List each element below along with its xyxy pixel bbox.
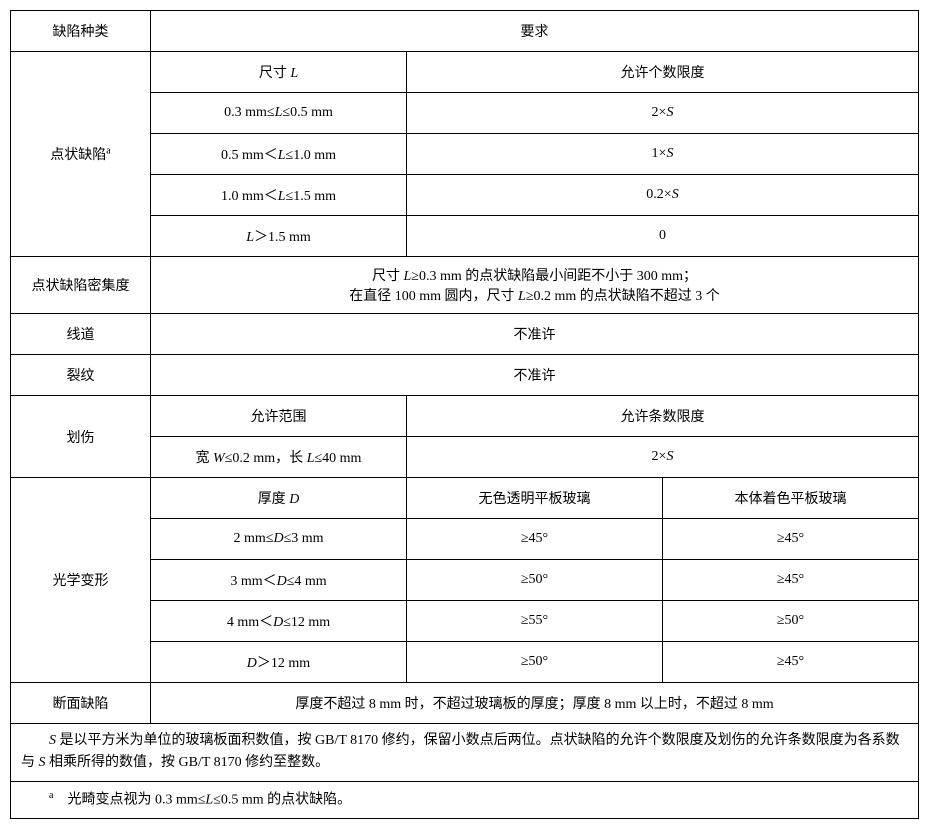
scratch-range-header: 允许范围 — [151, 396, 407, 437]
point-limit-0: 2×S — [407, 93, 919, 134]
optical-thick-2: 4 mm＜D≤12 mm — [151, 601, 407, 642]
point-limit-2: 0.2×S — [407, 175, 919, 216]
row-line-value: 不准许 — [151, 314, 919, 355]
optical-thick-header: 厚度 D — [151, 478, 407, 519]
row-crack-value: 不准许 — [151, 355, 919, 396]
optical-tinted-3: ≥45° — [663, 642, 919, 683]
note-2: a 光畸变点视为 0.3 mm≤L≤0.5 mm 的点状缺陷。 — [11, 781, 919, 818]
optical-clear-header: 无色透明平板玻璃 — [407, 478, 663, 519]
defect-spec-table: 缺陷种类 要求 点状缺陷a 尺寸 L 允许个数限度 0.3 mm≤L≤0.5 m… — [10, 10, 919, 819]
optical-thick-3: D＞12 mm — [151, 642, 407, 683]
optical-tinted-2: ≥50° — [663, 601, 919, 642]
point-limit-1: 1×S — [407, 134, 919, 175]
optical-clear-3: ≥50° — [407, 642, 663, 683]
scratch-limit-header: 允许条数限度 — [407, 396, 919, 437]
row-density-label: 点状缺陷密集度 — [11, 257, 151, 314]
optical-tinted-header: 本体着色平板玻璃 — [663, 478, 919, 519]
header-requirement: 要求 — [151, 11, 919, 52]
row-optical-label: 光学变形 — [11, 478, 151, 683]
row-crack-label: 裂纹 — [11, 355, 151, 396]
point-size-header: 尺寸 L — [151, 52, 407, 93]
scratch-limit: 2×S — [407, 437, 919, 478]
note-1: S 是以平方米为单位的玻璃板面积数值，按 GB/T 8170 修约，保留小数点后… — [11, 724, 919, 782]
row-point-defect-label: 点状缺陷a — [11, 52, 151, 257]
point-size-3: L＞1.5 mm — [151, 216, 407, 257]
scratch-range: 宽 W≤0.2 mm，长 L≤40 mm — [151, 437, 407, 478]
optical-thick-0: 2 mm≤D≤3 mm — [151, 519, 407, 560]
point-size-1: 0.5 mm＜L≤1.0 mm — [151, 134, 407, 175]
optical-clear-1: ≥50° — [407, 560, 663, 601]
point-limit-header: 允许个数限度 — [407, 52, 919, 93]
row-line-label: 线道 — [11, 314, 151, 355]
point-limit-3: 0 — [407, 216, 919, 257]
header-defect-type: 缺陷种类 — [11, 11, 151, 52]
row-edge-value: 厚度不超过 8 mm 时，不超过玻璃板的厚度；厚度 8 mm 以上时，不超过 8… — [151, 683, 919, 724]
optical-clear-0: ≥45° — [407, 519, 663, 560]
optical-thick-1: 3 mm＜D≤4 mm — [151, 560, 407, 601]
row-density-value: 尺寸 L≥0.3 mm 的点状缺陷最小间距不小于 300 mm； 在直径 100… — [151, 257, 919, 314]
row-scratch-label: 划伤 — [11, 396, 151, 478]
point-size-2: 1.0 mm＜L≤1.5 mm — [151, 175, 407, 216]
optical-tinted-0: ≥45° — [663, 519, 919, 560]
row-edge-label: 断面缺陷 — [11, 683, 151, 724]
optical-tinted-1: ≥45° — [663, 560, 919, 601]
optical-clear-2: ≥55° — [407, 601, 663, 642]
point-size-0: 0.3 mm≤L≤0.5 mm — [151, 93, 407, 134]
